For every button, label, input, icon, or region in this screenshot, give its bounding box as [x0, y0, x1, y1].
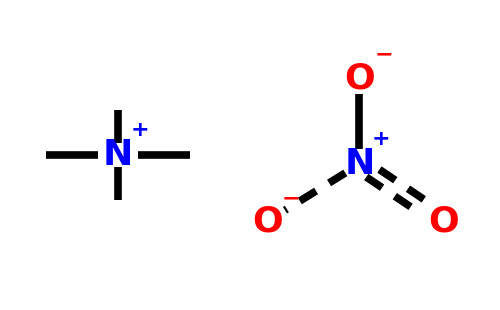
- Text: O: O: [428, 204, 460, 238]
- Text: N: N: [103, 138, 134, 172]
- Text: −: −: [374, 44, 393, 64]
- Text: +: +: [372, 129, 390, 149]
- Text: N: N: [344, 147, 374, 181]
- Text: O: O: [252, 204, 283, 238]
- Text: −: −: [282, 189, 300, 209]
- Text: +: +: [130, 120, 150, 140]
- Text: O: O: [344, 61, 375, 95]
